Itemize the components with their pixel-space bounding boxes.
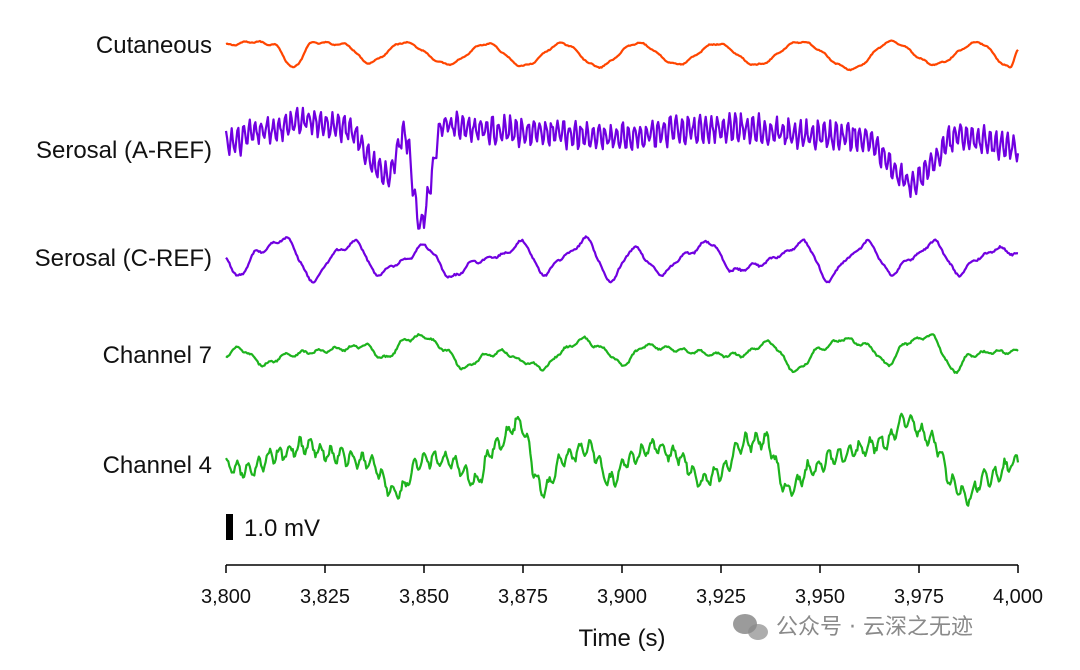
x-tick-label: 3,825	[300, 586, 350, 608]
x-tick-label: 3,925	[696, 586, 746, 608]
x-tick-label: 3,900	[597, 586, 647, 608]
trace-channel-4	[225, 412, 1020, 507]
scale-bar-label: 1.0 mV	[244, 515, 320, 542]
trace-serosal-c-ref	[225, 235, 1019, 284]
trace-label: Serosal (C-REF)	[35, 245, 212, 272]
trace-label: Channel 4	[103, 452, 212, 479]
scale-bar	[226, 514, 233, 540]
x-tick-label: 3,800	[201, 586, 251, 608]
watermark-text: 公众号 · 云深之无迹	[776, 615, 973, 640]
x-tick-label: 3,950	[795, 586, 845, 608]
trace-label: Serosal (A-REF)	[36, 137, 212, 164]
trace-label: Channel 7	[103, 342, 212, 369]
wechat-icon-bubble	[748, 624, 768, 640]
trace-channel-7	[225, 333, 1019, 374]
x-tick-label: 3,975	[894, 586, 944, 608]
x-axis-title: Time (s)	[578, 625, 665, 652]
trace-serosal-a-ref	[224, 106, 1020, 230]
trace-cutaneous	[225, 39, 1019, 72]
x-tick-label: 4,000	[993, 586, 1043, 608]
x-tick-label: 3,875	[498, 586, 548, 608]
x-tick-label: 3,850	[399, 586, 449, 608]
trace-label: Cutaneous	[96, 32, 212, 59]
